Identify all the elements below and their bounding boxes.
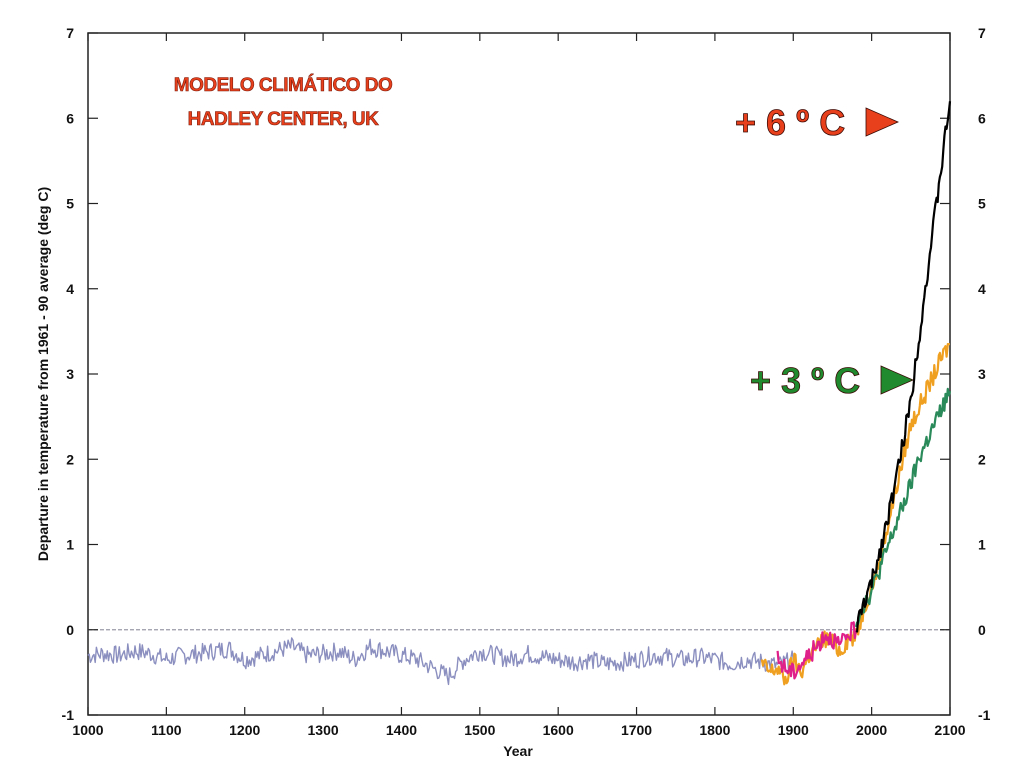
annotation-triangle-icon-1 <box>880 365 914 395</box>
y-tick-label: 5 <box>66 196 74 212</box>
annotation-triangle-icon-0 <box>865 107 899 137</box>
y-tick-label: 7 <box>66 25 74 41</box>
y-tick-label-right: 6 <box>978 110 986 126</box>
x-tick-label: 1600 <box>543 722 574 738</box>
chart-title-line-2: HADLEY CENTER, UK <box>188 109 379 130</box>
y-tick-label: 0 <box>66 622 74 638</box>
axis-ticks: 1000 1100 1200 1300 1400 1500 1600 1700 1800 1900… <box>62 25 991 738</box>
y-tick-label: 4 <box>66 281 74 297</box>
y-tick-label-right: 4 <box>978 281 986 297</box>
y-tick-label: -1 <box>62 707 75 723</box>
y-tick-label-right: 3 <box>978 366 986 382</box>
y-axis-title: Departure in temperature from 1961 - 90 … <box>35 187 51 561</box>
annotation-label-1: + 3 º C <box>750 360 860 401</box>
x-tick-label: 1200 <box>229 722 260 738</box>
y-tick-label: 2 <box>66 451 74 467</box>
series-layer <box>87 101 952 686</box>
series-line-4 <box>855 101 952 633</box>
series-line-2 <box>776 621 858 680</box>
y-tick-label: 6 <box>66 110 74 126</box>
y-tick-label: 3 <box>66 366 74 382</box>
y-tick-label-right: 7 <box>978 25 986 41</box>
x-tick-label: 1500 <box>464 722 495 738</box>
series-line-3 <box>854 387 952 628</box>
x-tick-label: 1000 <box>72 722 103 738</box>
x-tick-label: 1400 <box>386 722 417 738</box>
x-tick-label: 2000 <box>856 722 887 738</box>
chart-title-line-1: MODELO CLIMÁTICO DO <box>174 74 392 96</box>
x-tick-label: 1300 <box>308 722 339 738</box>
annotations-layer: + 6 º C + 3 º C <box>735 102 914 401</box>
x-axis-title: Year <box>503 743 533 759</box>
x-tick-label: 1100 <box>151 722 182 738</box>
y-tick-label-right: 0 <box>978 622 986 638</box>
x-tick-label: 1800 <box>699 722 730 738</box>
series-line-0 <box>87 637 794 686</box>
y-tick-label-right: -1 <box>978 707 991 723</box>
x-tick-label: 1700 <box>621 722 652 738</box>
y-tick-label: 1 <box>66 537 74 553</box>
y-tick-label-right: 5 <box>978 196 986 212</box>
x-tick-label: 1900 <box>778 722 809 738</box>
x-tick-label: 2100 <box>934 722 965 738</box>
annotation-label-0: + 6 º C <box>735 102 845 143</box>
y-tick-label-right: 2 <box>978 451 986 467</box>
y-tick-label-right: 1 <box>978 537 986 553</box>
